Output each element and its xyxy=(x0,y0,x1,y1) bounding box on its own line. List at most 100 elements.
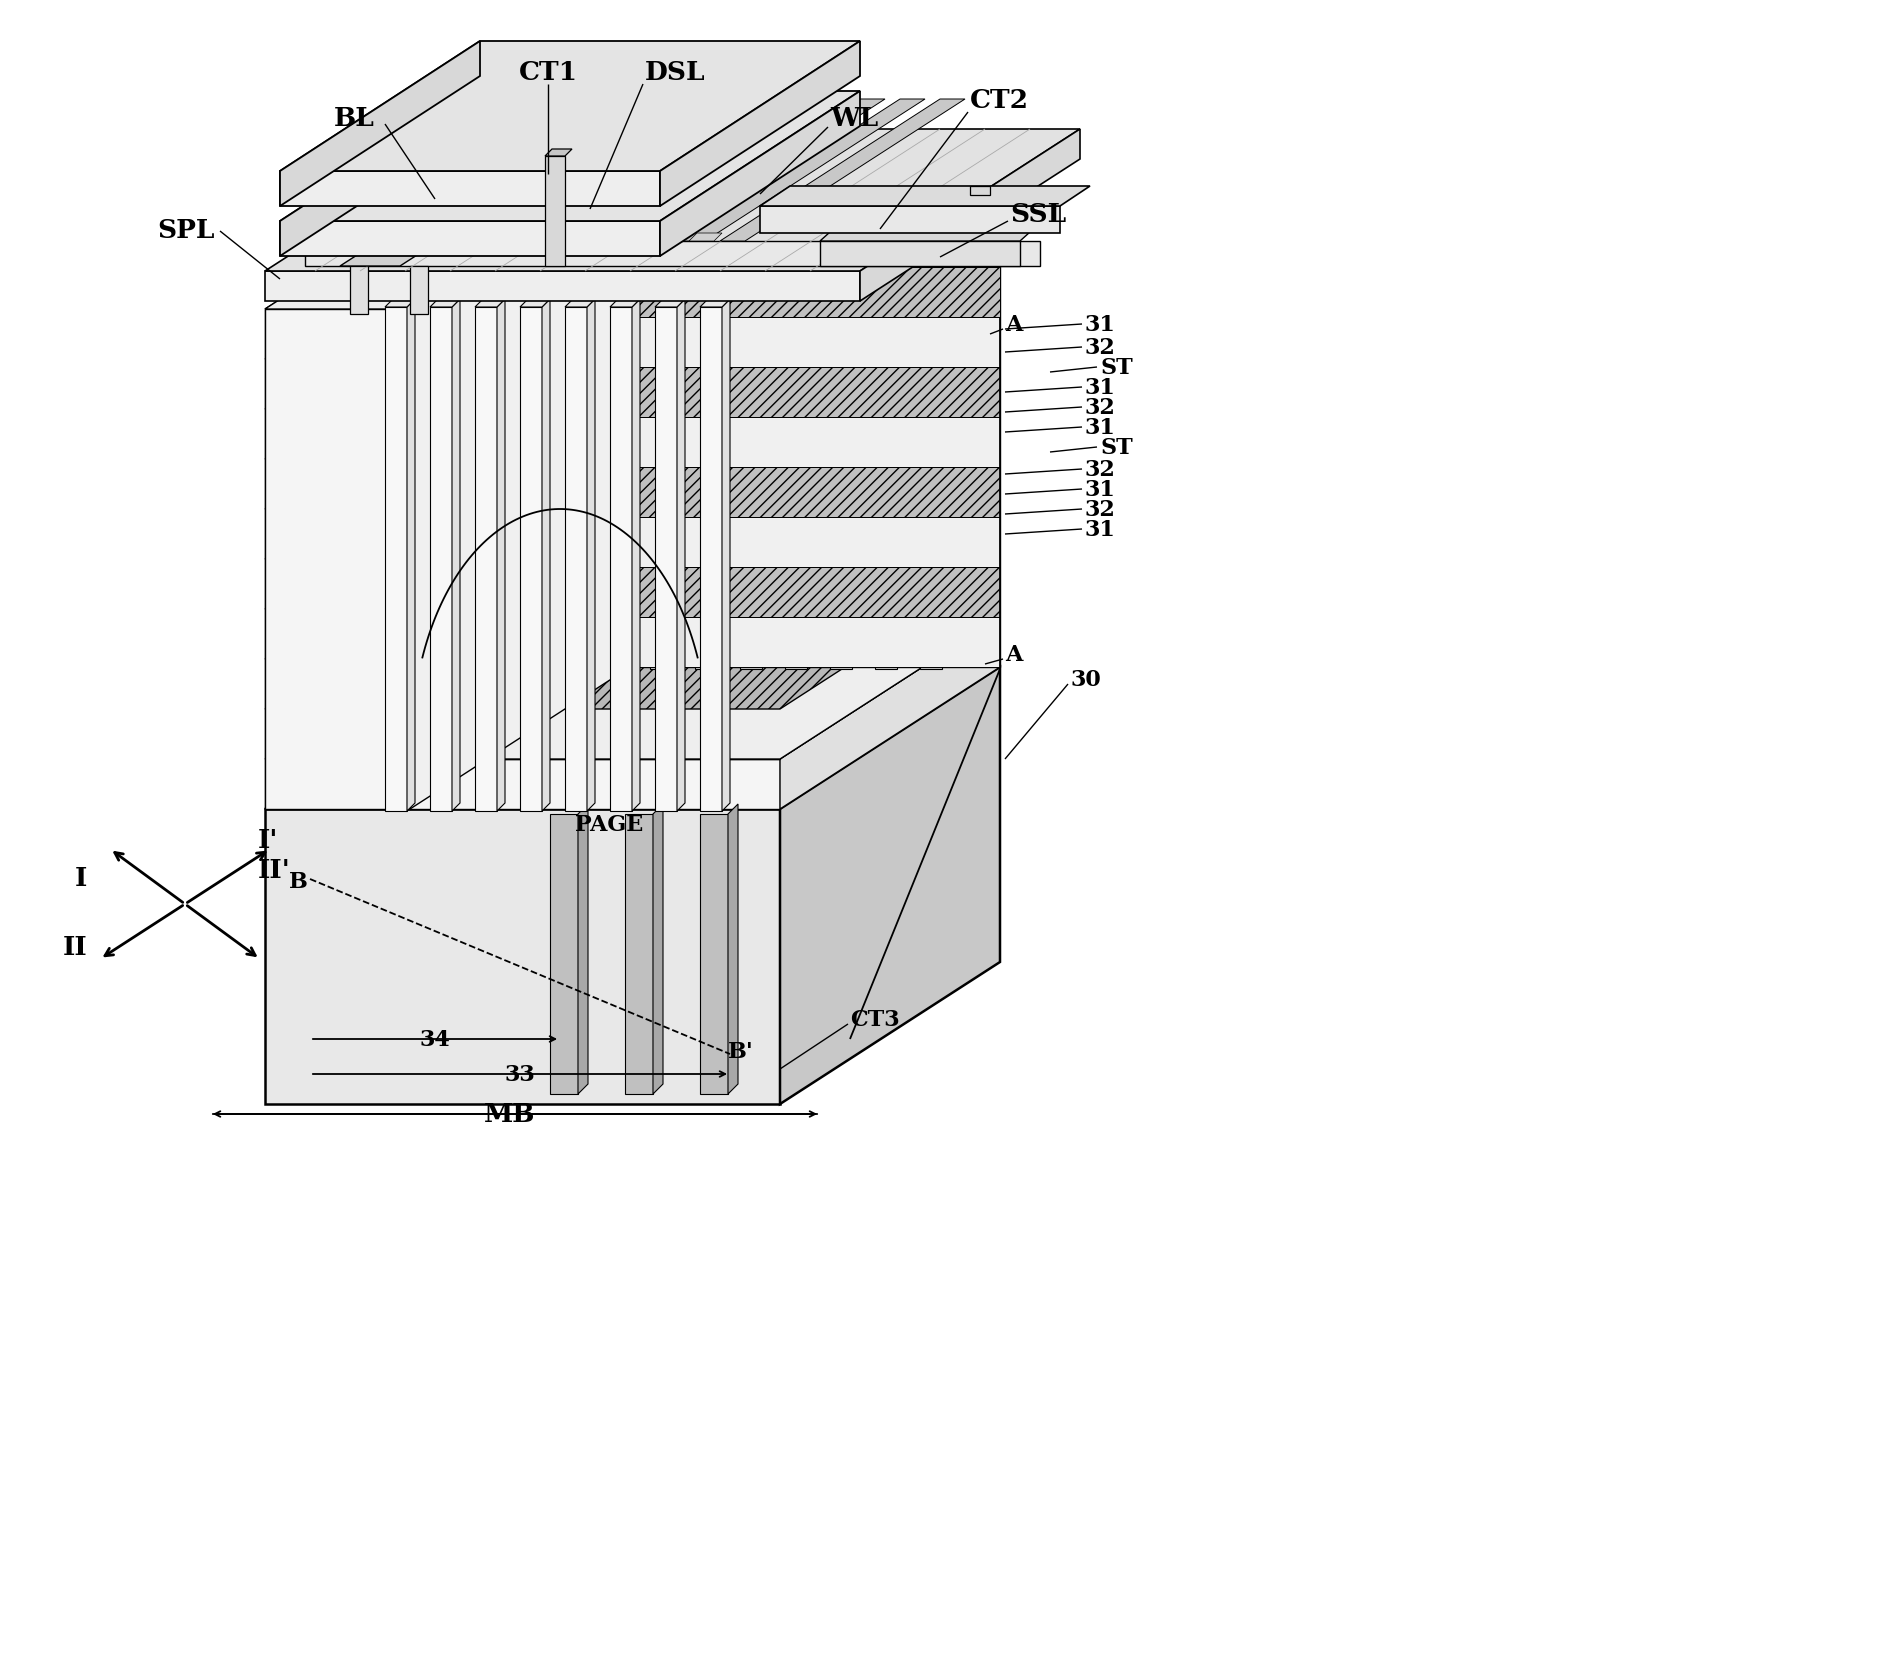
Text: 32: 32 xyxy=(1085,499,1116,521)
Polygon shape xyxy=(280,42,861,171)
Polygon shape xyxy=(430,308,451,812)
Polygon shape xyxy=(781,617,1000,809)
Text: II': II' xyxy=(259,857,291,882)
Polygon shape xyxy=(781,368,1000,559)
Polygon shape xyxy=(655,308,678,812)
Text: BL: BL xyxy=(333,105,375,130)
Polygon shape xyxy=(586,300,596,812)
Text: 32: 32 xyxy=(1085,336,1116,359)
Polygon shape xyxy=(630,368,1000,418)
Polygon shape xyxy=(265,809,781,1105)
Polygon shape xyxy=(579,804,588,1095)
Polygon shape xyxy=(632,300,640,812)
Text: A: A xyxy=(1005,314,1022,336)
Polygon shape xyxy=(280,92,480,256)
Polygon shape xyxy=(474,300,505,308)
Polygon shape xyxy=(727,804,739,1095)
Text: I: I xyxy=(74,865,88,890)
Polygon shape xyxy=(385,235,419,241)
Polygon shape xyxy=(265,318,1000,459)
Polygon shape xyxy=(741,166,762,669)
Polygon shape xyxy=(400,100,645,241)
Polygon shape xyxy=(678,300,685,812)
Polygon shape xyxy=(280,171,661,206)
Text: 31: 31 xyxy=(1085,416,1116,439)
Polygon shape xyxy=(609,300,640,308)
Polygon shape xyxy=(423,235,455,241)
Polygon shape xyxy=(543,300,550,812)
Polygon shape xyxy=(695,166,718,669)
Polygon shape xyxy=(630,268,1000,318)
Polygon shape xyxy=(784,166,807,669)
Polygon shape xyxy=(722,300,729,812)
Polygon shape xyxy=(480,100,725,241)
Polygon shape xyxy=(265,130,1080,271)
Polygon shape xyxy=(265,368,1000,509)
Polygon shape xyxy=(265,518,1000,659)
Polygon shape xyxy=(499,235,531,241)
Text: 31: 31 xyxy=(1085,479,1116,501)
Polygon shape xyxy=(409,266,428,314)
Polygon shape xyxy=(385,308,407,812)
Polygon shape xyxy=(701,308,722,812)
Polygon shape xyxy=(630,418,1000,468)
Polygon shape xyxy=(701,300,729,308)
Polygon shape xyxy=(265,418,1000,559)
Polygon shape xyxy=(520,100,765,241)
Polygon shape xyxy=(600,100,845,241)
Polygon shape xyxy=(781,518,1000,709)
Text: 32: 32 xyxy=(1085,459,1116,481)
Polygon shape xyxy=(760,186,1089,206)
Text: MB: MB xyxy=(484,1102,535,1127)
Polygon shape xyxy=(265,218,1000,359)
Polygon shape xyxy=(265,168,1000,310)
Polygon shape xyxy=(640,100,885,241)
Polygon shape xyxy=(649,166,672,669)
Polygon shape xyxy=(265,310,409,809)
Polygon shape xyxy=(560,100,805,241)
Polygon shape xyxy=(781,218,1000,409)
Text: SSL: SSL xyxy=(1009,203,1066,228)
Polygon shape xyxy=(265,609,781,659)
Polygon shape xyxy=(265,359,781,409)
Polygon shape xyxy=(920,166,942,669)
Polygon shape xyxy=(265,459,781,509)
Polygon shape xyxy=(630,168,1000,218)
Polygon shape xyxy=(720,100,965,241)
Polygon shape xyxy=(385,300,415,308)
Polygon shape xyxy=(605,166,626,669)
Polygon shape xyxy=(781,168,1000,359)
Polygon shape xyxy=(265,509,781,559)
Polygon shape xyxy=(630,218,1000,268)
Polygon shape xyxy=(280,92,861,221)
Text: 33: 33 xyxy=(505,1063,535,1085)
Polygon shape xyxy=(861,130,1080,301)
Polygon shape xyxy=(265,268,1000,409)
Polygon shape xyxy=(661,42,861,206)
Polygon shape xyxy=(565,308,586,812)
Polygon shape xyxy=(781,418,1000,609)
Polygon shape xyxy=(265,617,1000,759)
Polygon shape xyxy=(265,659,781,709)
Text: SPL: SPL xyxy=(158,218,215,243)
Text: II: II xyxy=(63,935,88,960)
Polygon shape xyxy=(876,166,897,669)
Polygon shape xyxy=(781,468,1000,659)
Polygon shape xyxy=(265,567,1000,709)
Polygon shape xyxy=(609,308,632,812)
Polygon shape xyxy=(265,759,781,809)
Polygon shape xyxy=(265,271,861,301)
Polygon shape xyxy=(537,235,569,241)
Text: I': I' xyxy=(259,827,278,852)
Polygon shape xyxy=(265,168,630,310)
Polygon shape xyxy=(630,617,1000,667)
Polygon shape xyxy=(821,241,1021,266)
Polygon shape xyxy=(821,225,1040,241)
Text: DSL: DSL xyxy=(645,60,706,85)
Polygon shape xyxy=(830,166,851,669)
Text: B': B' xyxy=(727,1040,754,1062)
Polygon shape xyxy=(630,518,1000,567)
Polygon shape xyxy=(461,235,493,241)
Polygon shape xyxy=(661,92,861,256)
Text: 31: 31 xyxy=(1085,314,1116,336)
